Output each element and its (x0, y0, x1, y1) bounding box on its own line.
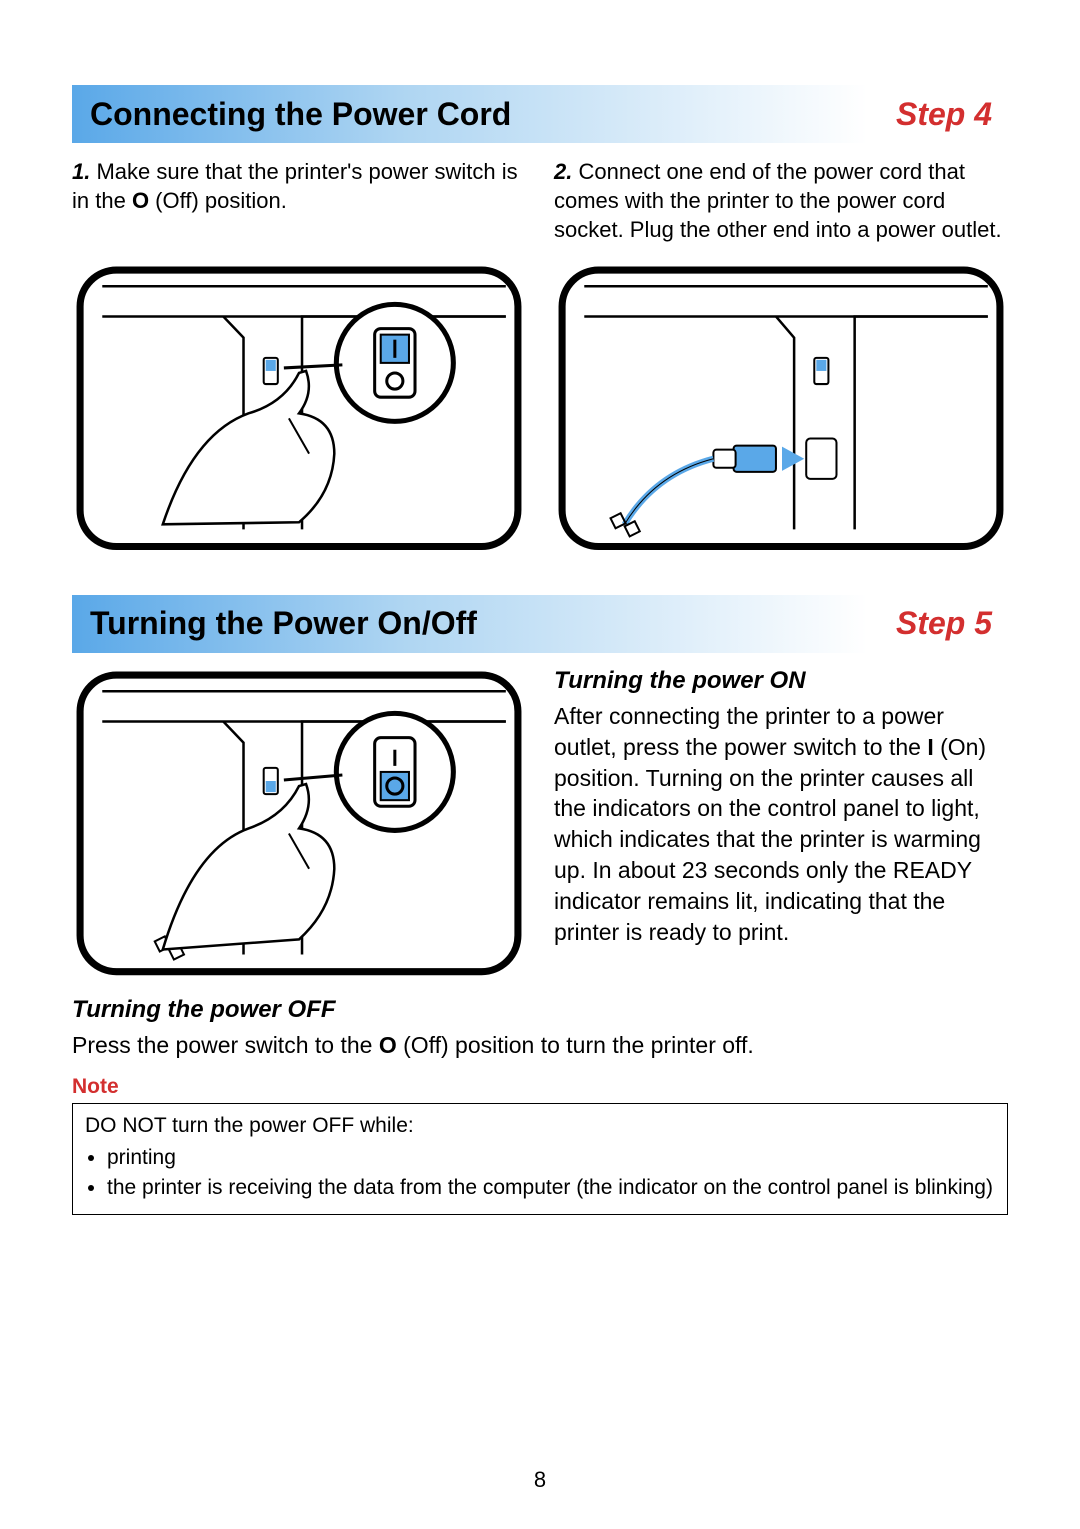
inst2-num: 2. (554, 159, 572, 184)
diagram-power-switch (72, 262, 526, 555)
off-bold: O (379, 1032, 397, 1058)
note-list: printing the printer is receiving the da… (85, 1144, 995, 1202)
section4-header: Connecting the Power Cord Step 4 (72, 85, 1008, 143)
note-box: DO NOT turn the power OFF while: printin… (72, 1103, 1008, 1215)
instruction-2: 2. Connect one end of the power cord tha… (554, 157, 1008, 244)
note-item-1: printing (107, 1144, 995, 1172)
inst1-text-b: (Off) position. (149, 188, 287, 213)
power-on-text: Turning the power ON After connecting th… (554, 667, 1008, 980)
off-a: Press the power switch to the (72, 1032, 379, 1058)
power-off-head: Turning the power OFF (72, 996, 1008, 1024)
section4-instructions: 1. Make sure that the printer's power sw… (72, 157, 1008, 244)
power-on-body: After connecting the printer to a power … (554, 701, 1008, 948)
inst2-text: Connect one end of the power cord that c… (554, 159, 1002, 242)
diagram-power-on (72, 667, 526, 980)
section4-title: Connecting the Power Cord (90, 96, 511, 133)
off-b: (Off) position to turn the printer off. (397, 1032, 754, 1058)
note-lead: DO NOT turn the power OFF while: (85, 1112, 995, 1140)
page: Connecting the Power Cord Step 4 1. Make… (0, 0, 1080, 1529)
power-off-body: Press the power switch to the O (Off) po… (72, 1030, 1008, 1061)
power-on-head: Turning the power ON (554, 667, 1008, 695)
page-number: 8 (534, 1467, 546, 1493)
on-body-b: (On) position. Turning on the printer ca… (554, 734, 986, 945)
section5-title: Turning the Power On/Off (90, 605, 477, 642)
diagram-power-cord (554, 262, 1008, 555)
step5-label: Step 5 (896, 605, 992, 642)
step4-label: Step 4 (896, 96, 992, 133)
section5-row: Turning the power ON After connecting th… (72, 667, 1008, 980)
note-label: Note (72, 1075, 1008, 1099)
section4-diagrams (72, 262, 1008, 555)
section5-header: Turning the Power On/Off Step 5 (72, 595, 1008, 653)
inst1-num: 1. (72, 159, 90, 184)
instruction-1: 1. Make sure that the printer's power sw… (72, 157, 526, 244)
note-item-2: the printer is receiving the data from t… (107, 1174, 995, 1202)
inst1-bold: O (132, 188, 149, 213)
on-body-a: After connecting the printer to a power … (554, 703, 944, 760)
